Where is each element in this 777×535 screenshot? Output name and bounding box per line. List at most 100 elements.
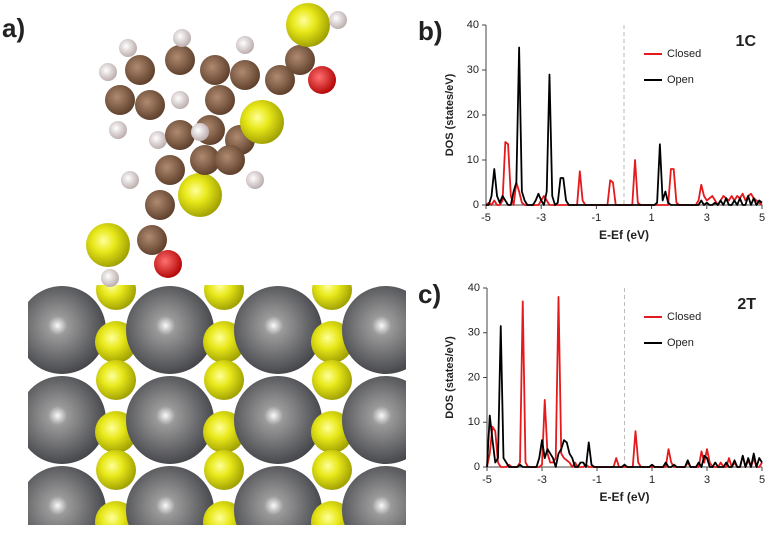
x-tick-label: 3: [704, 212, 710, 224]
x-tick-label: 5: [759, 474, 765, 486]
atom: [286, 3, 330, 47]
atom: [99, 63, 117, 81]
x-tick-label: -1: [592, 212, 602, 224]
metal-atom: [126, 466, 214, 525]
atom: [178, 173, 222, 217]
yellow-atom: [312, 450, 352, 490]
yellow-atom: [28, 425, 29, 439]
atom: [240, 100, 284, 144]
metal-atom: [28, 286, 106, 374]
metal-atom: [28, 466, 106, 525]
y-tick-label: 40: [468, 282, 480, 294]
atom: [125, 55, 155, 85]
atom: [236, 36, 254, 54]
atom: [171, 91, 189, 109]
yellow-atom: [96, 450, 136, 490]
y-tick-label: 20: [468, 371, 480, 383]
atom: [154, 250, 182, 278]
atom: [190, 145, 220, 175]
x-tick-label: -3: [537, 474, 547, 486]
atom: [119, 39, 137, 57]
y-axis-label: DOS (states/eV): [444, 336, 456, 419]
atom: [105, 85, 135, 115]
y-tick-label: 30: [468, 327, 480, 339]
surface-slab: [0, 270, 569, 535]
atom: [86, 223, 130, 267]
y-tick-label: 0: [473, 199, 479, 211]
x-tick-label: 1: [649, 474, 655, 486]
atom: [173, 29, 191, 47]
y-tick-label: 30: [467, 64, 479, 76]
atom: [109, 121, 127, 139]
yellow-atom: [204, 360, 244, 400]
legend-label: Open: [667, 74, 694, 86]
atom: [137, 225, 167, 255]
legend-label: Closed: [667, 311, 701, 323]
panel-label: c): [418, 279, 441, 309]
metal-atom: [234, 376, 322, 464]
atom: [135, 90, 165, 120]
x-axis-label: E-Ef (eV): [599, 228, 649, 242]
metal-atom: [126, 286, 214, 374]
atom: [205, 85, 235, 115]
y-tick-label: 40: [467, 19, 479, 31]
legend-label: Closed: [667, 48, 701, 60]
yellow-atom: [28, 335, 29, 349]
yellow-atom: [527, 501, 569, 535]
yellow-atom: [204, 285, 244, 310]
atom: [165, 120, 195, 150]
yellow-atom: [312, 360, 352, 400]
atom: [200, 55, 230, 85]
x-tick-label: 5: [759, 212, 765, 224]
atom: [165, 45, 195, 75]
x-tick-label: -5: [481, 212, 491, 224]
yellow-atom: [96, 285, 136, 310]
atom: [145, 190, 175, 220]
dos-line: [486, 46, 763, 206]
x-tick-label: -3: [536, 212, 546, 224]
atom: [285, 45, 315, 75]
y-tick-label: 10: [468, 416, 480, 428]
metal-atom: [342, 376, 406, 464]
yellow-atom: [312, 285, 352, 310]
x-tick-label: 3: [704, 474, 710, 486]
yellow-atom: [527, 321, 569, 363]
yellow-atom: [28, 515, 29, 525]
metal-atom: [126, 376, 214, 464]
yellow-atom: [96, 360, 136, 400]
atom: [215, 145, 245, 175]
atom: [149, 131, 167, 149]
atom: [155, 155, 185, 185]
yellow-atom: [0, 360, 28, 400]
atom: [121, 171, 139, 189]
legend-label: Open: [667, 337, 694, 349]
atom: [308, 66, 336, 94]
metal-atom: [342, 286, 406, 374]
y-axis-label: DOS (states/eV): [444, 73, 456, 156]
x-tick-label: -1: [592, 474, 602, 486]
y-tick-label: 0: [474, 461, 480, 473]
panel-label: b): [418, 16, 443, 46]
yellow-atom: [204, 450, 244, 490]
yellow-atom: [0, 270, 28, 310]
molecule: [86, 3, 347, 287]
yellow-atom: [419, 501, 461, 535]
metal-atom: [450, 466, 538, 535]
metal-atom: [28, 376, 106, 464]
atom: [265, 65, 295, 95]
y-tick-label: 10: [467, 154, 479, 166]
x-tick-label: -5: [482, 474, 492, 486]
metal-atom: [450, 286, 538, 374]
yellow-atom: [528, 360, 568, 400]
atom: [329, 11, 347, 29]
x-tick-label: 1: [649, 212, 655, 224]
yellow-atom: [528, 270, 568, 310]
metal-atom: [234, 466, 322, 525]
y-tick-label: 20: [467, 109, 479, 121]
annotation: 1C: [736, 33, 757, 50]
metal-atom: [234, 286, 322, 374]
metal-atom: [342, 466, 406, 525]
panel-label: a): [2, 13, 25, 43]
atom: [230, 60, 260, 90]
annotation: 2T: [737, 296, 756, 313]
